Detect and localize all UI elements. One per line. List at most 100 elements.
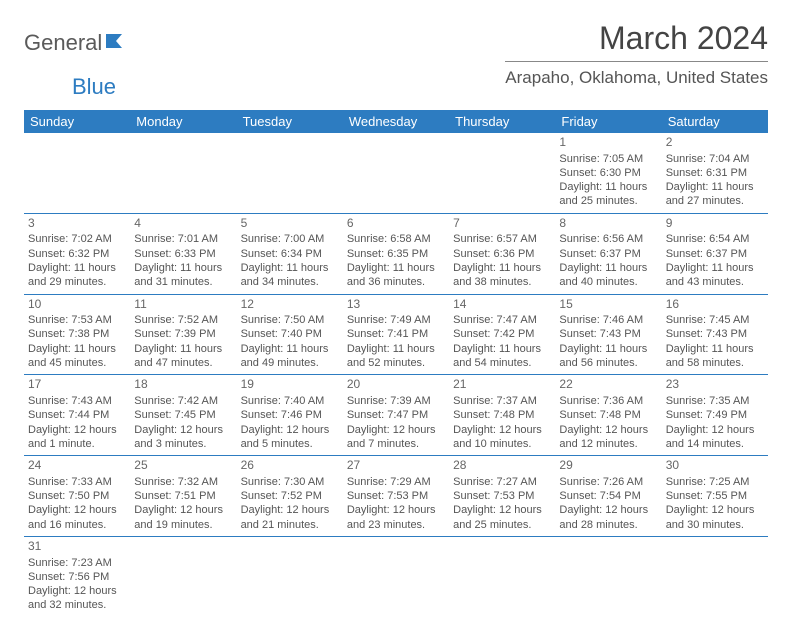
daylight-line: Daylight: 12 hours and 30 minutes.	[666, 503, 764, 532]
day-number: 18	[134, 377, 232, 393]
day-number: 28	[453, 458, 551, 474]
calendar-week: 17Sunrise: 7:43 AMSunset: 7:44 PMDayligh…	[24, 375, 768, 456]
sunrise-line: Sunrise: 7:50 AM	[241, 313, 339, 327]
sunrise-line: Sunrise: 7:27 AM	[453, 475, 551, 489]
daylight-line: Daylight: 12 hours and 5 minutes.	[241, 423, 339, 452]
sunrise-line: Sunrise: 7:49 AM	[347, 313, 445, 327]
daylight-line: Daylight: 12 hours and 3 minutes.	[134, 423, 232, 452]
day-number: 21	[453, 377, 551, 393]
sunset-line: Sunset: 7:53 PM	[453, 489, 551, 503]
calendar-day: 11Sunrise: 7:52 AMSunset: 7:39 PMDayligh…	[130, 294, 236, 375]
day-number: 1	[559, 135, 657, 151]
sunrise-line: Sunrise: 7:29 AM	[347, 475, 445, 489]
sunset-line: Sunset: 7:40 PM	[241, 327, 339, 341]
daylight-line: Daylight: 11 hours and 29 minutes.	[28, 261, 126, 290]
calendar-day: 28Sunrise: 7:27 AMSunset: 7:53 PMDayligh…	[449, 456, 555, 537]
day-number: 16	[666, 297, 764, 313]
calendar-table: SundayMondayTuesdayWednesdayThursdayFrid…	[24, 110, 768, 617]
daylight-line: Daylight: 12 hours and 10 minutes.	[453, 423, 551, 452]
sunrise-line: Sunrise: 6:57 AM	[453, 232, 551, 246]
sunset-line: Sunset: 6:30 PM	[559, 166, 657, 180]
calendar-day: 3Sunrise: 7:02 AMSunset: 6:32 PMDaylight…	[24, 213, 130, 294]
sunset-line: Sunset: 6:33 PM	[134, 247, 232, 261]
weekday-header: Wednesday	[343, 110, 449, 133]
calendar-day-empty	[237, 536, 343, 616]
calendar-day: 19Sunrise: 7:40 AMSunset: 7:46 PMDayligh…	[237, 375, 343, 456]
sunrise-line: Sunrise: 7:39 AM	[347, 394, 445, 408]
sunrise-line: Sunrise: 7:26 AM	[559, 475, 657, 489]
sunset-line: Sunset: 7:54 PM	[559, 489, 657, 503]
calendar-day: 25Sunrise: 7:32 AMSunset: 7:51 PMDayligh…	[130, 456, 236, 537]
day-number: 29	[559, 458, 657, 474]
daylight-line: Daylight: 11 hours and 49 minutes.	[241, 342, 339, 371]
calendar-day-empty	[130, 133, 236, 213]
calendar-day-empty	[343, 536, 449, 616]
day-number: 11	[134, 297, 232, 313]
sunset-line: Sunset: 7:53 PM	[347, 489, 445, 503]
daylight-line: Daylight: 11 hours and 34 minutes.	[241, 261, 339, 290]
calendar-day: 5Sunrise: 7:00 AMSunset: 6:34 PMDaylight…	[237, 213, 343, 294]
sunset-line: Sunset: 7:48 PM	[453, 408, 551, 422]
calendar-day: 21Sunrise: 7:37 AMSunset: 7:48 PMDayligh…	[449, 375, 555, 456]
sunset-line: Sunset: 7:43 PM	[559, 327, 657, 341]
day-number: 27	[347, 458, 445, 474]
sunset-line: Sunset: 7:38 PM	[28, 327, 126, 341]
daylight-line: Daylight: 12 hours and 12 minutes.	[559, 423, 657, 452]
daylight-line: Daylight: 11 hours and 56 minutes.	[559, 342, 657, 371]
sunrise-line: Sunrise: 7:30 AM	[241, 475, 339, 489]
calendar-day-empty	[449, 536, 555, 616]
calendar-day-empty	[662, 536, 768, 616]
calendar-day: 16Sunrise: 7:45 AMSunset: 7:43 PMDayligh…	[662, 294, 768, 375]
day-number: 5	[241, 216, 339, 232]
calendar-day: 23Sunrise: 7:35 AMSunset: 7:49 PMDayligh…	[662, 375, 768, 456]
day-number: 20	[347, 377, 445, 393]
daylight-line: Daylight: 12 hours and 7 minutes.	[347, 423, 445, 452]
sunrise-line: Sunrise: 7:46 AM	[559, 313, 657, 327]
sunset-line: Sunset: 7:44 PM	[28, 408, 126, 422]
weekday-header: Tuesday	[237, 110, 343, 133]
sunset-line: Sunset: 6:32 PM	[28, 247, 126, 261]
day-number: 22	[559, 377, 657, 393]
calendar-day: 9Sunrise: 6:54 AMSunset: 6:37 PMDaylight…	[662, 213, 768, 294]
sunset-line: Sunset: 6:34 PM	[241, 247, 339, 261]
daylight-line: Daylight: 12 hours and 19 minutes.	[134, 503, 232, 532]
daylight-line: Daylight: 12 hours and 25 minutes.	[453, 503, 551, 532]
calendar-day: 6Sunrise: 6:58 AMSunset: 6:35 PMDaylight…	[343, 213, 449, 294]
calendar-day-empty	[24, 133, 130, 213]
day-number: 7	[453, 216, 551, 232]
calendar-day: 14Sunrise: 7:47 AMSunset: 7:42 PMDayligh…	[449, 294, 555, 375]
day-number: 15	[559, 297, 657, 313]
location: Arapaho, Oklahoma, United States	[505, 68, 768, 88]
sunset-line: Sunset: 7:50 PM	[28, 489, 126, 503]
sunrise-line: Sunrise: 7:45 AM	[666, 313, 764, 327]
sunrise-line: Sunrise: 7:47 AM	[453, 313, 551, 327]
daylight-line: Daylight: 11 hours and 52 minutes.	[347, 342, 445, 371]
day-number: 12	[241, 297, 339, 313]
day-number: 8	[559, 216, 657, 232]
calendar-day-empty	[555, 536, 661, 616]
sunrise-line: Sunrise: 7:01 AM	[134, 232, 232, 246]
day-number: 9	[666, 216, 764, 232]
sunrise-line: Sunrise: 7:23 AM	[28, 556, 126, 570]
day-number: 24	[28, 458, 126, 474]
sunrise-line: Sunrise: 7:53 AM	[28, 313, 126, 327]
daylight-line: Daylight: 12 hours and 21 minutes.	[241, 503, 339, 532]
sunset-line: Sunset: 7:46 PM	[241, 408, 339, 422]
weekday-header: Friday	[555, 110, 661, 133]
daylight-line: Daylight: 11 hours and 31 minutes.	[134, 261, 232, 290]
day-number: 10	[28, 297, 126, 313]
sunrise-line: Sunrise: 7:00 AM	[241, 232, 339, 246]
calendar-week: 1Sunrise: 7:05 AMSunset: 6:30 PMDaylight…	[24, 133, 768, 213]
sunrise-line: Sunrise: 7:52 AM	[134, 313, 232, 327]
calendar-day: 10Sunrise: 7:53 AMSunset: 7:38 PMDayligh…	[24, 294, 130, 375]
calendar-day: 27Sunrise: 7:29 AMSunset: 7:53 PMDayligh…	[343, 456, 449, 537]
calendar-day: 4Sunrise: 7:01 AMSunset: 6:33 PMDaylight…	[130, 213, 236, 294]
day-number: 2	[666, 135, 764, 151]
sunrise-line: Sunrise: 7:40 AM	[241, 394, 339, 408]
sunset-line: Sunset: 6:37 PM	[666, 247, 764, 261]
day-number: 26	[241, 458, 339, 474]
sunset-line: Sunset: 7:45 PM	[134, 408, 232, 422]
sunrise-line: Sunrise: 6:56 AM	[559, 232, 657, 246]
sunrise-line: Sunrise: 7:42 AM	[134, 394, 232, 408]
calendar-day: 29Sunrise: 7:26 AMSunset: 7:54 PMDayligh…	[555, 456, 661, 537]
